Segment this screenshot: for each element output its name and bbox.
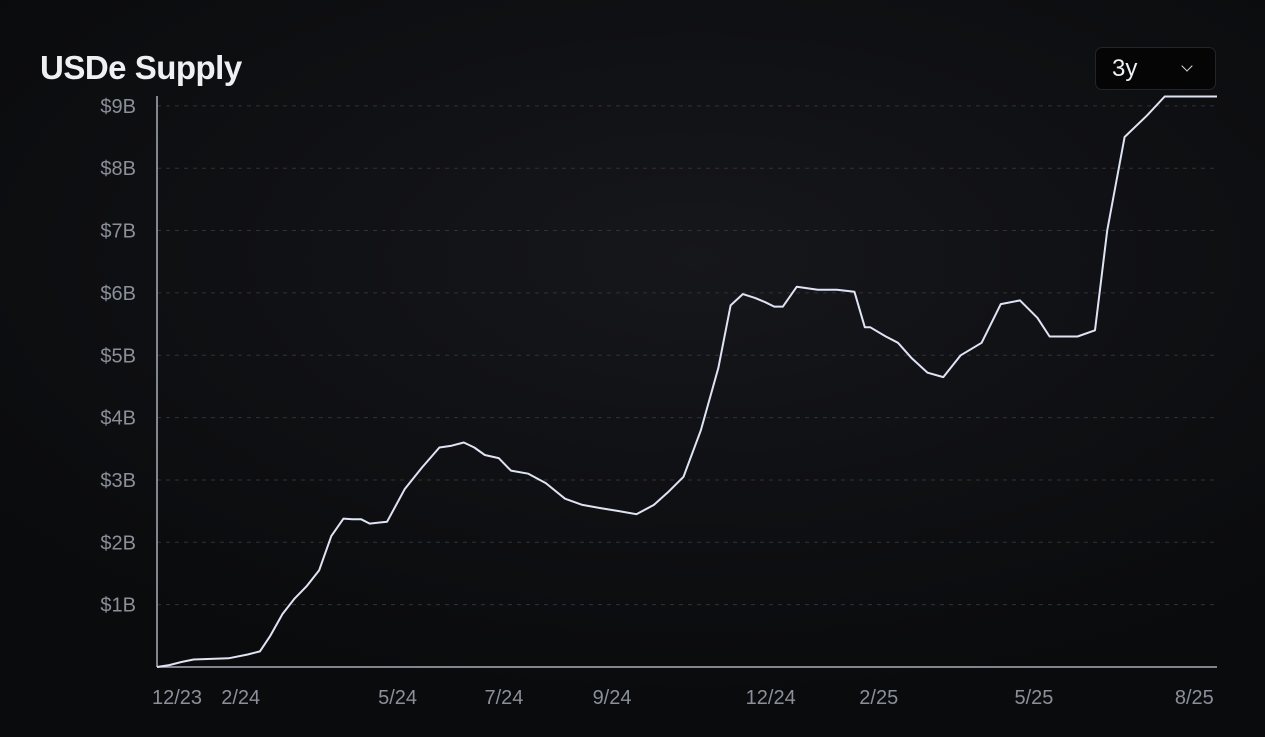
- grid-lines: [157, 105, 1217, 606]
- y-tick-label: $9B: [100, 96, 136, 118]
- x-tick-label: 12/23: [152, 687, 202, 709]
- y-tick-label: $8B: [100, 158, 136, 180]
- y-tick-label: $4B: [100, 408, 136, 430]
- y-tick-label: $3B: [100, 470, 136, 492]
- time-range-value: 3y: [1112, 54, 1138, 82]
- y-tick-label: $6B: [100, 283, 136, 305]
- y-tick-label: $5B: [100, 345, 136, 367]
- x-tick-label: 5/24: [378, 687, 417, 709]
- y-tick-label: $1B: [100, 595, 136, 617]
- x-tick-label: 2/24: [221, 687, 260, 709]
- x-tick-label: 2/25: [859, 687, 898, 709]
- y-tick-label: $2B: [100, 532, 136, 554]
- x-tick-label: 5/25: [1014, 687, 1053, 709]
- time-range-select[interactable]: 3y: [1095, 47, 1216, 90]
- x-axis-tick-labels: 12/23 2/24 5/24 7/24 9/24 12/24 2/25 5/2…: [152, 687, 1214, 709]
- x-tick-label: 7/24: [484, 687, 523, 709]
- x-tick-label: 12/24: [746, 687, 796, 709]
- usde-supply-series-line: [156, 95, 1217, 668]
- x-tick-label: 8/25: [1175, 687, 1214, 709]
- y-tick-label: $7B: [100, 221, 136, 243]
- chart-title: USDe Supply: [40, 49, 242, 86]
- x-tick-label: 9/24: [593, 687, 632, 709]
- y-axis-tick-labels: $1B $2B $3B $4B $5B $6B $7B $8B $9B: [100, 96, 136, 617]
